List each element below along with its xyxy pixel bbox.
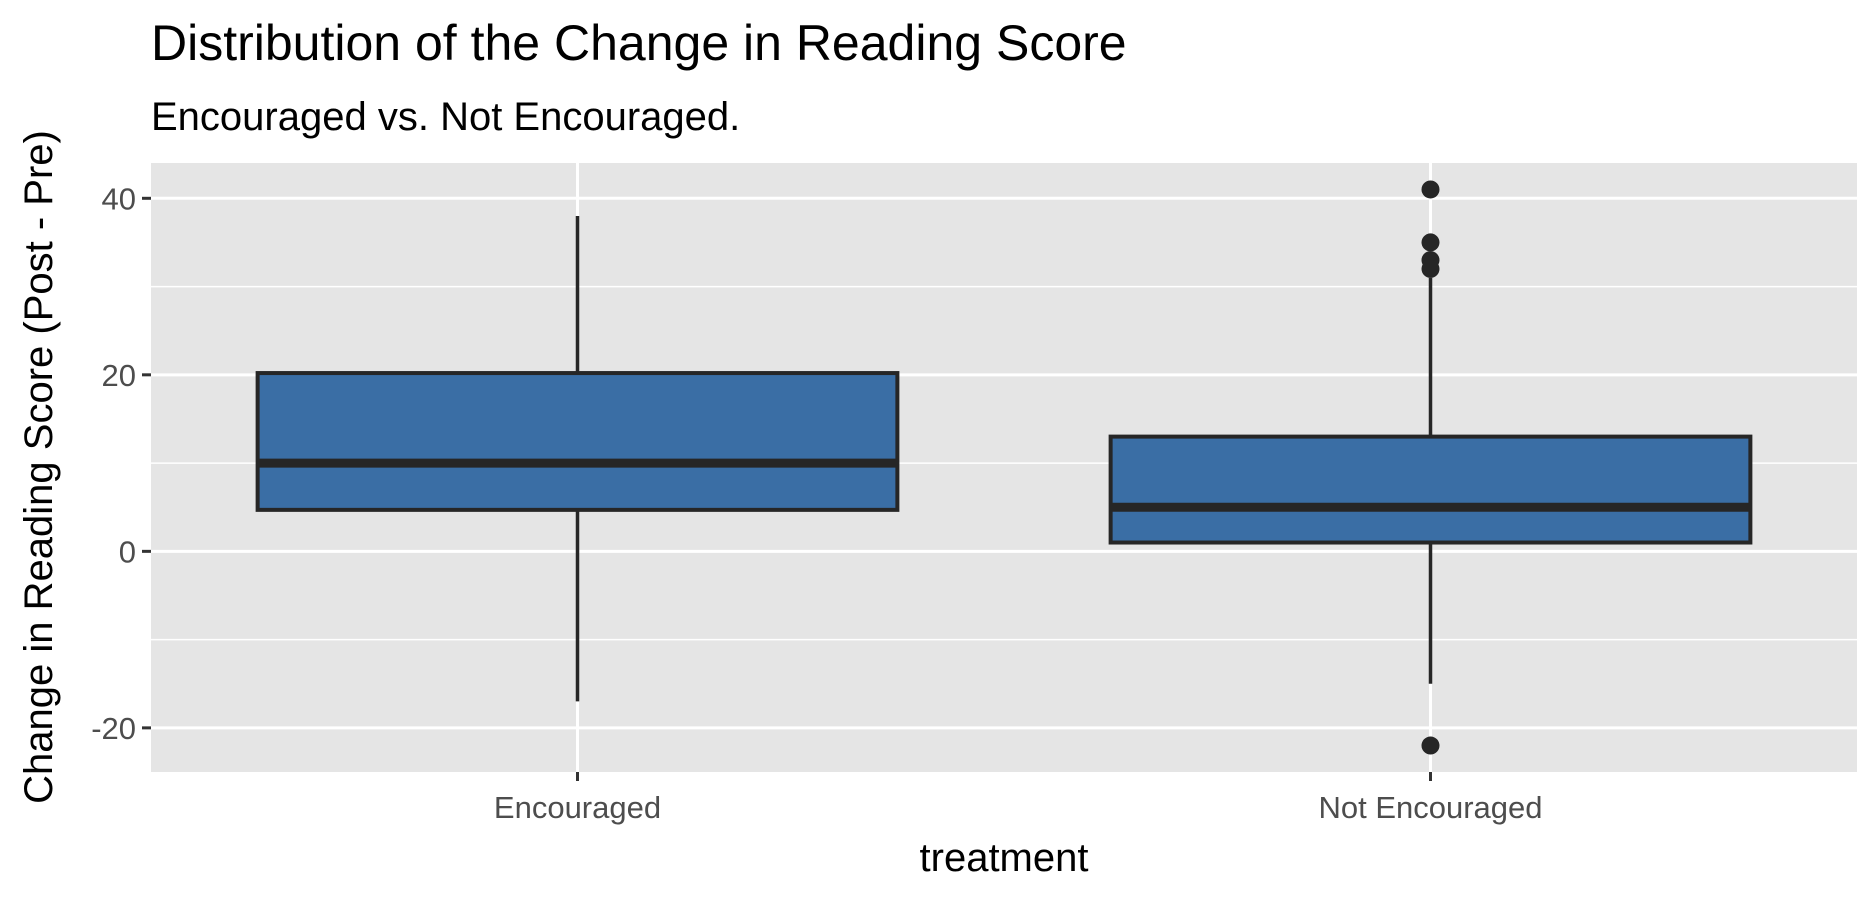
chart-subtitle: Encouraged vs. Not Encouraged. xyxy=(151,95,740,139)
chart-title: Distribution of the Change in Reading Sc… xyxy=(151,15,1127,71)
box-iqr xyxy=(255,371,900,512)
y-axis: -20 0 20 40 xyxy=(91,181,151,746)
y-tick-label: 40 xyxy=(102,181,136,216)
x-tick-label: Not Encouraged xyxy=(1318,790,1542,825)
x-axis: Encouraged Not Encouraged xyxy=(494,772,1543,825)
y-tick-label: 20 xyxy=(102,358,136,393)
y-tick-label: 0 xyxy=(119,534,136,569)
y-tick-label: -20 xyxy=(91,711,136,746)
outlier-point xyxy=(1421,180,1440,199)
outlier-point xyxy=(1421,233,1440,252)
box-group-not-encouraged xyxy=(1108,180,1753,755)
y-axis-title: Change in Reading Score (Post - Pre) xyxy=(17,130,61,804)
outlier-point xyxy=(1421,736,1440,755)
x-tick-label: Encouraged xyxy=(494,790,661,825)
box-group-encouraged xyxy=(255,215,900,702)
x-axis-title: treatment xyxy=(920,836,1089,880)
boxes-layer xyxy=(255,180,1753,755)
outlier-point xyxy=(1421,259,1440,278)
box-iqr xyxy=(1108,434,1753,545)
